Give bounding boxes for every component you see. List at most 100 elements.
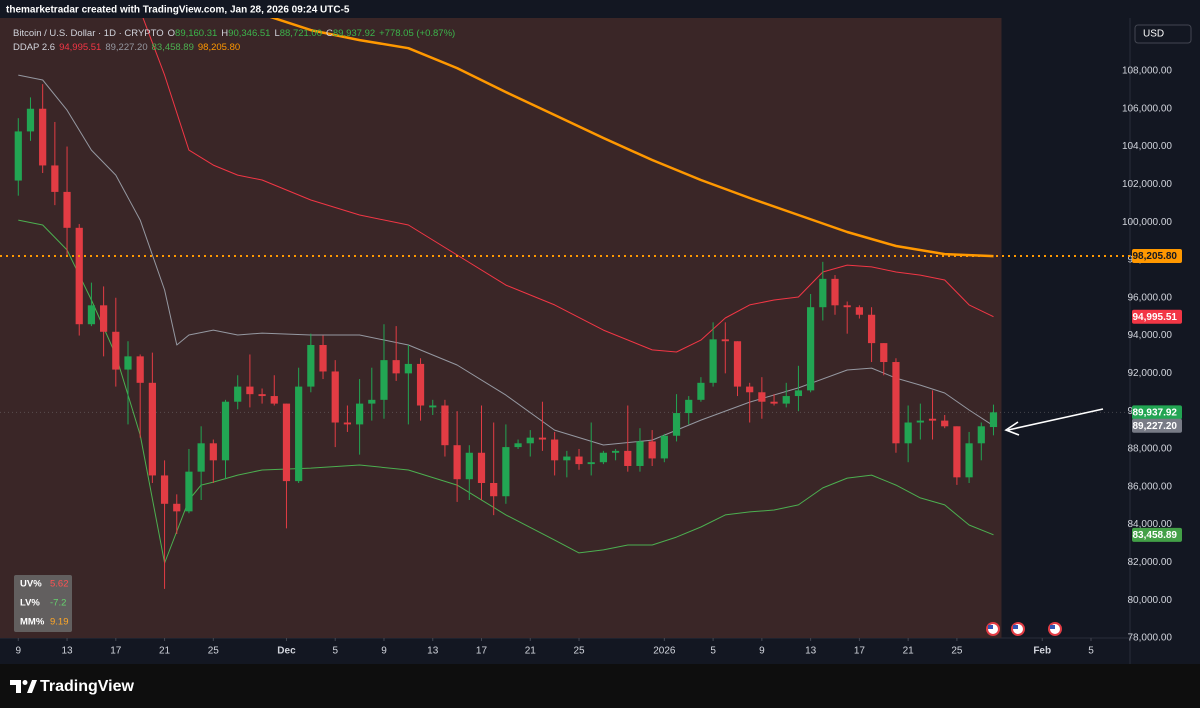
arrow-head <box>1004 421 1020 436</box>
indicator-line <box>18 74 994 446</box>
candle-body <box>831 278 839 306</box>
candle-body <box>953 426 961 478</box>
header: themarketradar created with TradingView.… <box>6 5 350 16</box>
candle-body <box>319 345 327 372</box>
event-icon-flag <box>1013 625 1018 629</box>
legend-key: O <box>168 28 175 39</box>
x-tick-label: 9 <box>759 646 765 657</box>
price-tag-label: 94,995.51 <box>1133 312 1178 323</box>
indicator-value: 83,458.89 <box>152 42 194 53</box>
candle-body <box>551 439 559 461</box>
x-tick-label: Dec <box>277 646 296 657</box>
candle-body <box>39 108 47 166</box>
event-icons[interactable] <box>986 622 1062 636</box>
price-tag-label: 89,937.92 <box>1133 407 1178 418</box>
candle-body <box>343 422 352 425</box>
currency-box[interactable] <box>1134 24 1192 44</box>
candle-body <box>307 345 315 387</box>
candle-body <box>624 450 632 466</box>
candle-body <box>965 443 973 478</box>
candle-body <box>331 371 339 423</box>
x-tick-label: Feb <box>1033 646 1051 657</box>
candle-body <box>490 483 498 497</box>
price-tag-label: 83,458.89 <box>1133 530 1178 541</box>
y-tick-label: 108,000.00 <box>1122 66 1172 77</box>
candle-body <box>404 363 412 374</box>
footer-bar <box>0 664 1200 708</box>
candle-body <box>234 386 242 402</box>
candle-body <box>904 422 912 444</box>
x-tick-label: 5 <box>1088 646 1094 657</box>
legend-key: H <box>221 28 228 39</box>
candle-body <box>221 401 230 461</box>
price-tag <box>1132 309 1182 324</box>
candle-body <box>867 314 876 344</box>
candle-body <box>14 131 22 181</box>
legend-key: C <box>326 28 333 39</box>
candle-body <box>368 399 376 404</box>
legend-symbol: Bitcoin / U.S. Dollar · 1D · CRYPTO <box>13 28 164 39</box>
price-tag-label: 98,205.80 <box>1133 251 1178 262</box>
legend-value: 90,346.51 <box>228 28 270 39</box>
stat-value: 9.19 <box>50 617 69 628</box>
candle-body <box>429 405 437 408</box>
candle-body <box>916 420 924 423</box>
candle-body <box>392 360 400 374</box>
range-highlight <box>0 18 1002 638</box>
y-tick-label: 104,000.00 <box>1122 141 1172 152</box>
x-tick-label: 17 <box>110 646 122 657</box>
candle-body <box>807 307 815 391</box>
candle-body <box>721 339 729 342</box>
currency: USD <box>1143 29 1164 40</box>
price-tag <box>1132 418 1182 433</box>
y-tick-label: 100,000.00 <box>1122 217 1172 228</box>
candle-body <box>416 363 425 406</box>
legend-change: +778.05 (+0.87%) <box>379 28 455 39</box>
indicator-value: 98,205.80 <box>198 42 240 53</box>
candle-body <box>282 403 291 482</box>
y-tick-label: 86,000.00 <box>1128 481 1173 492</box>
candle-body <box>587 462 595 465</box>
candle-body <box>112 331 120 370</box>
indicator-line <box>18 219 994 564</box>
candle-body <box>502 447 510 497</box>
candle-body <box>136 356 144 383</box>
candle-body <box>782 396 790 404</box>
stat-label: MM% <box>20 617 45 628</box>
x-tick-label: 13 <box>805 646 817 657</box>
candle-body <box>258 394 266 397</box>
candle-body <box>794 390 803 397</box>
candle-body <box>87 305 96 325</box>
legend-line: Bitcoin / U.S. Dollar · 1D · CRYPTO O89,1… <box>13 28 455 39</box>
candle-body <box>672 413 681 436</box>
candle-body <box>295 386 303 482</box>
candle-body <box>611 450 620 453</box>
stat-value: -7.2 <box>50 598 66 609</box>
x-tick-label: 21 <box>525 646 537 657</box>
y-tick-label: 106,000.00 <box>1122 103 1172 114</box>
candle-body <box>148 382 156 476</box>
event-icon-flag <box>1050 625 1055 629</box>
candle-body <box>160 475 169 504</box>
candle-body <box>989 412 998 428</box>
x-tick-label: 17 <box>854 646 866 657</box>
candle-body <box>709 339 717 383</box>
candle-body <box>746 386 754 393</box>
candle-body <box>880 343 888 363</box>
candle-body <box>197 443 205 472</box>
brand-logo <box>10 680 37 693</box>
candle-body <box>465 452 473 480</box>
brand: TradingView <box>40 678 135 695</box>
candle-body <box>563 456 571 461</box>
event-icon-flag <box>988 625 993 629</box>
y-tick-label: 82,000.00 <box>1128 557 1173 568</box>
x-tick-label: 25 <box>951 646 963 657</box>
candle-body <box>209 443 217 461</box>
candle-body <box>124 356 132 370</box>
x-tick-label: 21 <box>903 646 915 657</box>
arrow <box>1007 408 1104 431</box>
x-tick-label: 21 <box>159 646 171 657</box>
candle-body <box>538 437 547 440</box>
candle-body <box>819 278 827 308</box>
candle-body <box>380 360 388 400</box>
